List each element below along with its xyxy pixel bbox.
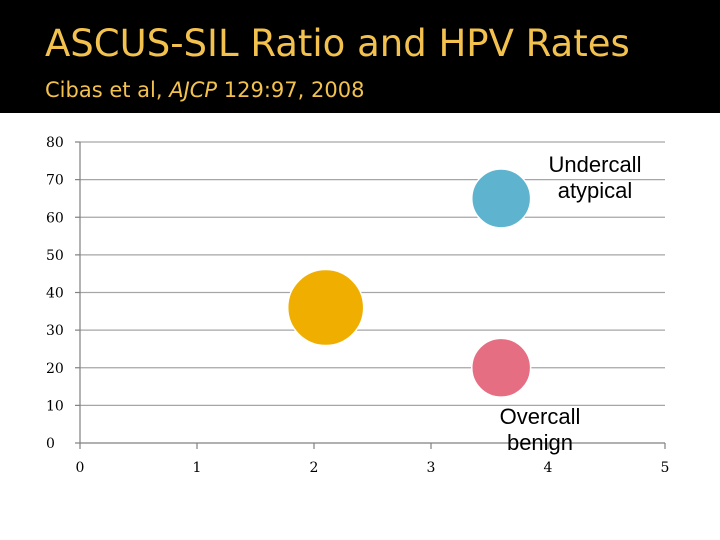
annotation-1-line-1: benign [507,430,573,455]
annotation-0: Undercall atypical [549,152,642,203]
y-tick-label-40: 40 [46,286,64,302]
x-tick-label-2: 2 [310,460,319,476]
annotation-0-line-1: atypical [558,178,633,203]
x-tick-label-3: 3 [427,460,436,476]
y-tick-label-10: 10 [46,398,64,414]
subtitle-authors: Cibas et al, [45,78,170,102]
x-tick-label-4: 4 [544,460,553,476]
annotation-1-line-0: Overcall [500,404,581,429]
y-tick-label-30: 30 [46,323,64,339]
annotation-1: Overcall benign [500,404,581,455]
subtitle-reference: 129:97, 2008 [217,78,365,102]
chart-axes [75,141,666,449]
x-tick-label-0: 0 [76,460,85,476]
y-tick-labels: 0 10 20 30 40 50 60 70 80 [46,135,64,452]
y-tick-label-80: 80 [46,135,64,151]
y-tick-label-50: 50 [46,248,64,264]
subtitle-journal: AJCP [169,78,218,102]
x-tick-label-1: 1 [193,460,202,476]
slide-title: ASCUS-SIL Ratio and HPV Rates [45,22,630,65]
x-tick-labels: 0 1 2 3 4 5 [76,460,670,476]
bubble-2 [471,337,532,398]
y-tick-label-0: 0 [46,436,55,452]
bubble-1 [471,168,532,229]
annotation-0-line-0: Undercall [549,152,642,177]
chart-annotations: Undercall atypical Overcall benign [500,152,642,455]
y-tick-label-60: 60 [46,210,64,226]
y-tick-label-70: 70 [46,173,64,189]
chart-grid [80,141,665,406]
chart-bubbles [286,168,532,398]
slide-header: ASCUS-SIL Ratio and HPV Rates Cibas et a… [0,0,720,113]
x-tick-label-5: 5 [661,460,670,476]
slide-subtitle: Cibas et al, AJCP 129:97, 2008 [45,78,364,102]
y-tick-label-20: 20 [46,361,64,377]
bubble-0 [286,268,365,347]
